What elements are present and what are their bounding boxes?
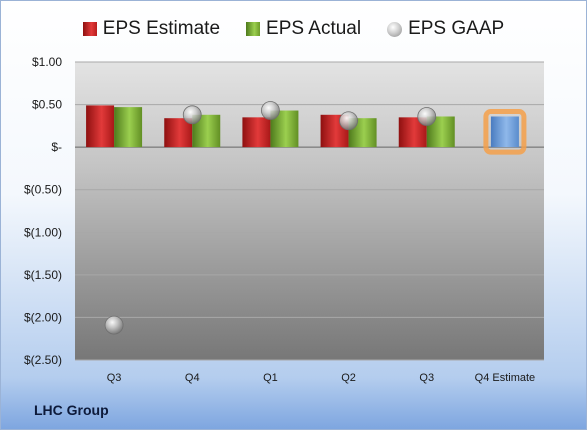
y-tick-label: $- — [51, 140, 62, 154]
x-tick-label: Q4 — [185, 372, 200, 384]
forecast-bar — [490, 116, 519, 148]
legend-item-estimate: EPS Estimate — [82, 18, 221, 40]
forecast-glow — [483, 108, 527, 155]
y-tick-label: $1.00 — [32, 55, 62, 69]
y-tick-label: $(0.50) — [24, 183, 62, 197]
y-tick-label: $(1.00) — [24, 225, 62, 239]
eps-actual-bar — [114, 107, 143, 148]
grid-lines — [75, 61, 544, 361]
chart-legend: EPS Estimate EPS Actual EPS GAAP — [0, 14, 587, 44]
y-axis-labels: $1.00 $0.50 $- $(0.50) $(1.00) $(1.50) $(2.00)… — [24, 55, 62, 367]
legend-swatch-gaap — [387, 21, 403, 37]
eps-gaap-marker — [261, 101, 280, 120]
y-tick-label: $0.50 — [32, 98, 62, 112]
y-tick-label: $(2.50) — [24, 353, 62, 367]
legend-label-actual: EPS Actual — [266, 18, 362, 39]
legend-swatch-estimate — [82, 22, 97, 36]
bars — [86, 105, 527, 155]
eps-gaap-marker — [182, 105, 202, 125]
x-tick-label: Q4 Estimate — [475, 372, 536, 384]
eps-gaap-marker — [104, 315, 124, 335]
x-tick-label: Q3 — [419, 372, 434, 384]
company-name: LHC Group — [34, 402, 109, 418]
eps-gaap-marker — [339, 111, 358, 131]
eps-gaap-marker — [417, 107, 437, 126]
legend-label-gaap: EPS GAAP — [408, 18, 505, 39]
eps-estimate-bar — [164, 118, 193, 148]
legend-label-estimate: EPS Estimate — [102, 18, 221, 39]
x-tick-label: Q3 — [107, 372, 122, 384]
legend-swatch-actual — [246, 22, 261, 36]
x-tick-label: Q2 — [341, 372, 356, 384]
x-tick-label: Q1 — [263, 372, 278, 384]
y-tick-label: $(1.50) — [24, 268, 62, 282]
gaap-markers — [104, 101, 437, 335]
eps-estimate-bar — [86, 105, 115, 148]
plot-area — [75, 62, 544, 360]
eps-estimate-bar — [242, 117, 271, 148]
y-tick-label: $(2.00) — [24, 310, 62, 324]
x-axis-labels: Q3 Q4 Q1 Q2 Q3 Q4 Estimate — [107, 372, 535, 384]
legend-item-actual: EPS Actual — [246, 18, 361, 40]
legend-item-gaap: EPS GAAP — [387, 18, 504, 40]
